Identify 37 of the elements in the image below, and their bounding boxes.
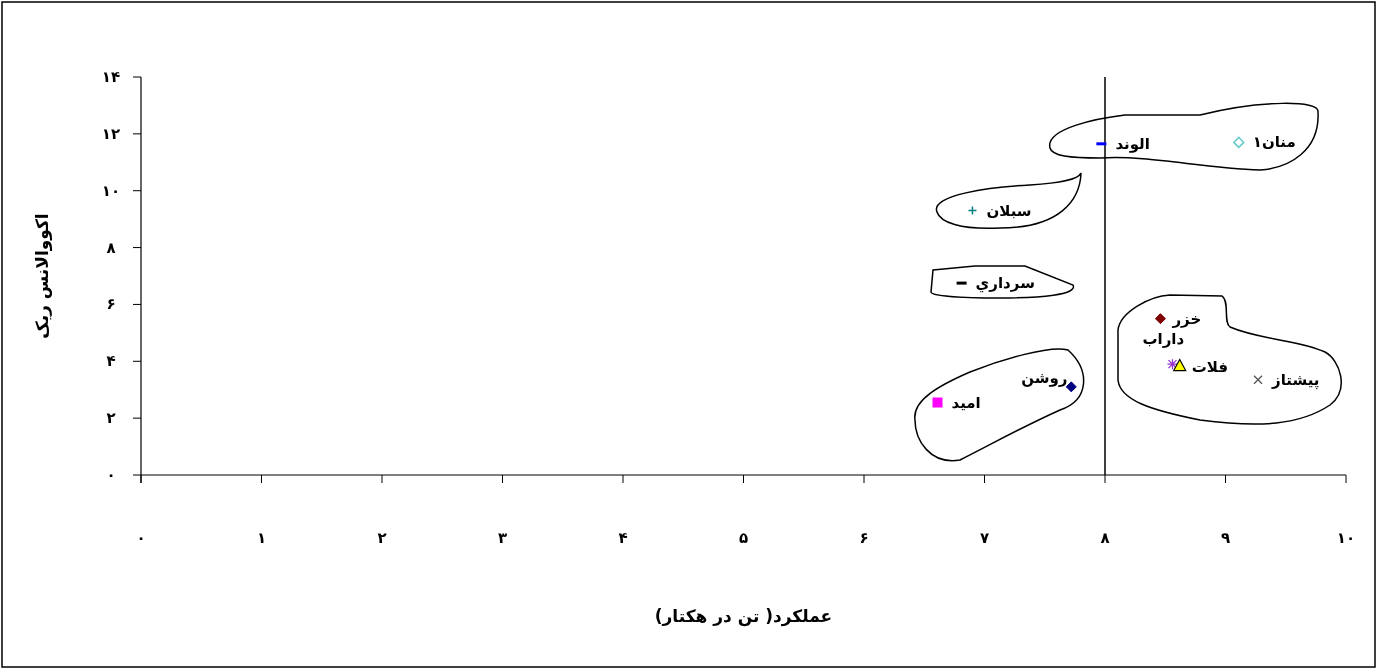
x-tick-label: ۵	[738, 529, 749, 547]
series-label: منان۱	[1252, 133, 1296, 152]
y-tick-label: ۱۴	[101, 68, 121, 86]
x-tick-label: ۰	[136, 529, 146, 547]
x-tick-label: ۸	[1100, 529, 1110, 547]
x-axis-title: عملکرد( تن در هکتار)	[654, 606, 833, 627]
x-tick-label: ۱۰	[1336, 529, 1356, 547]
y-tick-label: ۱۲	[101, 124, 121, 143]
y-axis-title: اکووالانس ریک	[32, 213, 53, 339]
x-tick-label: ۴	[618, 529, 628, 547]
x-tick-label: ۷	[979, 529, 990, 547]
y-tick-label: ۴	[106, 352, 116, 371]
point	[1173, 358, 1187, 372]
y-tick-label: ۸	[106, 238, 116, 257]
y-tick-label: ۲	[106, 409, 116, 428]
series-label: الوند	[1115, 134, 1150, 153]
point	[932, 397, 943, 408]
series-label: امید	[951, 393, 981, 412]
point	[1154, 313, 1166, 325]
series-label: داراب	[1142, 330, 1185, 349]
series-label: سرداري	[975, 274, 1035, 294]
series-label: فلات	[1191, 357, 1229, 376]
point	[1065, 381, 1077, 393]
point	[1233, 136, 1245, 149]
series-label: سبلان	[986, 201, 1032, 220]
series-label: روشن	[1021, 368, 1068, 387]
x-tick-label: ۱	[256, 529, 267, 547]
x-tick-label: ۳	[497, 529, 508, 547]
x-tick-label: ۲	[377, 529, 387, 547]
series-label: پیشتاز	[1271, 370, 1320, 390]
y-tick-label: ۰	[106, 466, 116, 484]
x-tick-label: ۹	[1220, 529, 1231, 547]
series-label: خزر	[1171, 309, 1202, 328]
x-tick-label: ۶	[859, 529, 869, 547]
y-tick-label: ۶	[106, 295, 116, 314]
point	[1253, 375, 1263, 385]
y-tick-label: ۱۰	[101, 181, 121, 200]
